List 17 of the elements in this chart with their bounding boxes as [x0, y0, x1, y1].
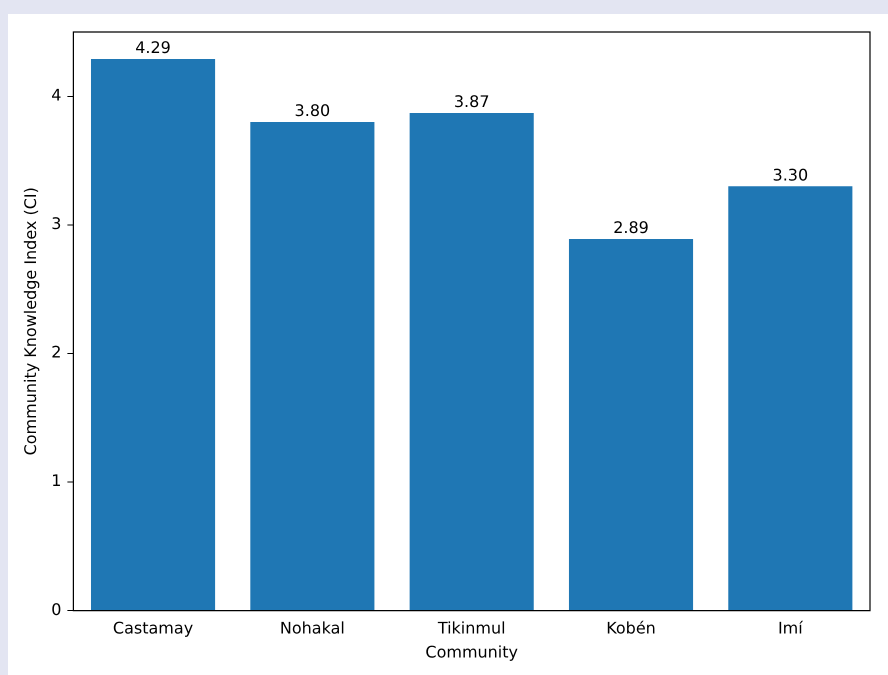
data-label: 4.29	[135, 38, 171, 58]
data-label: 3.80	[294, 101, 330, 120]
x-tick-label: Imí	[778, 618, 804, 638]
y-tick-label: 4	[51, 85, 62, 104]
x-tick-label: Kobén	[606, 618, 656, 638]
data-label: 2.89	[613, 218, 649, 238]
x-axis-title: Community	[425, 642, 518, 662]
y-tick-label: 2	[51, 342, 62, 362]
y-tick-label: 3	[51, 214, 62, 234]
data-label: 3.30	[772, 165, 808, 184]
x-tick-label: Nohakal	[280, 618, 345, 638]
x-tick-label: Castamay	[112, 618, 194, 638]
x-tick-label: Tikinmul	[436, 618, 506, 638]
y-tick-label: 0	[51, 600, 62, 619]
y-tick-label: 1	[51, 471, 62, 490]
data-label: 3.87	[454, 92, 490, 112]
y-axis-title: Community Knowledge Index (CI)	[20, 187, 40, 456]
